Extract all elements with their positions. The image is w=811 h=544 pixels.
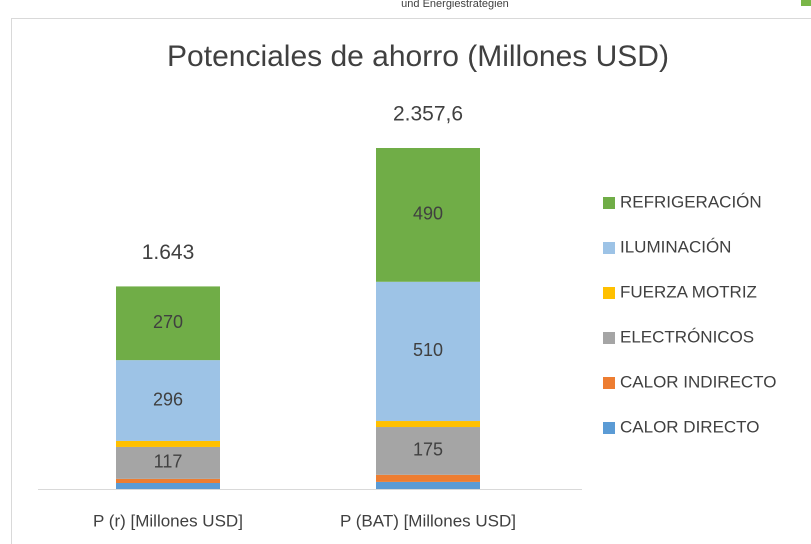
legend-swatch bbox=[603, 287, 615, 299]
bar-segment bbox=[116, 360, 220, 441]
legend-swatch bbox=[603, 377, 615, 389]
bar-segment bbox=[376, 474, 480, 482]
legend-swatch bbox=[603, 242, 615, 254]
x-tick-label: P (r) [Millones USD] bbox=[93, 511, 243, 530]
legend-label: REFRIGERACIÓN bbox=[620, 192, 762, 211]
data-label: 270 bbox=[153, 312, 183, 332]
bar-segment bbox=[116, 286, 220, 361]
bar-segment bbox=[376, 281, 480, 422]
bar-segment bbox=[116, 440, 220, 447]
header-text: und Energiestrategien bbox=[401, 0, 509, 10]
legend-label: ILUMINACIÓN bbox=[620, 237, 731, 256]
data-label: 510 bbox=[413, 340, 443, 360]
data-label: 175 bbox=[413, 440, 443, 460]
legend-swatch bbox=[603, 197, 615, 209]
bar-segment bbox=[116, 446, 220, 479]
bar-segment bbox=[376, 427, 480, 475]
chart-title: Potenciales de ahorro (Millones USD) bbox=[167, 40, 669, 73]
legend-label: ELECTRÓNICOS bbox=[620, 327, 754, 346]
x-tick-label: P (BAT) [Millones USD] bbox=[340, 511, 516, 530]
legend-swatch bbox=[603, 422, 615, 434]
chart-frame bbox=[11, 18, 811, 544]
bar-segment bbox=[376, 148, 480, 282]
bar-segment bbox=[376, 421, 480, 428]
legend-label: CALOR INDIRECTO bbox=[620, 372, 777, 391]
bar-segment bbox=[116, 478, 220, 483]
legend-label: CALOR DIRECTO bbox=[620, 417, 760, 436]
total-label: 2.357,6 bbox=[393, 103, 463, 126]
header-logo bbox=[801, 0, 811, 6]
bar-segment bbox=[376, 481, 480, 489]
data-label: 296 bbox=[153, 389, 183, 409]
data-label: 490 bbox=[413, 204, 443, 224]
legend-label: FUERZA MOTRIZ bbox=[620, 282, 757, 301]
bar-segment bbox=[116, 482, 220, 489]
legend-swatch bbox=[603, 332, 615, 344]
total-label: 1.643 bbox=[142, 241, 195, 264]
data-label: 117 bbox=[154, 452, 183, 472]
